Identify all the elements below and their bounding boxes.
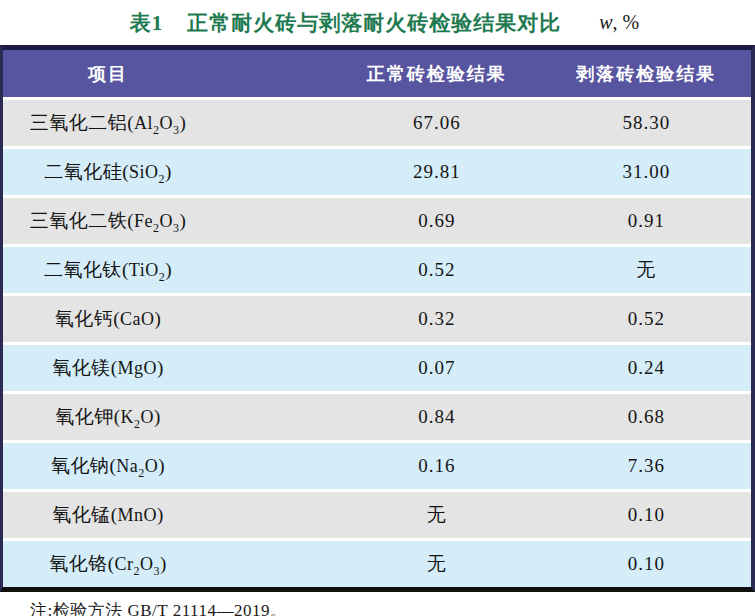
table-number: 表1 xyxy=(130,9,164,37)
component-label: 氧化镁(MgO) xyxy=(3,355,213,381)
spalled-brick-value: 7.36 xyxy=(542,440,751,489)
normal-brick-value: 29.81 xyxy=(332,146,541,195)
component-label: 氧化钙(CaO) xyxy=(3,306,213,332)
results-table-wrapper: 项目 正常砖检验结果 剥落砖检验结果 三氧化二铝(Al2O3) 67.0658.3… xyxy=(0,45,755,592)
normal-brick-value: 0.07 xyxy=(332,342,541,391)
table-title: 表1 正常耐火砖与剥落耐火砖检验结果对比 w, % xyxy=(0,0,755,45)
component-label: 二氧化硅(SiO2) xyxy=(3,159,213,185)
spalled-brick-value: 无 xyxy=(542,244,751,293)
table-row: 氧化铬(Cr2O3) 无0.10 xyxy=(3,538,751,587)
spalled-brick-value: 0.10 xyxy=(542,538,751,587)
component-label: 三氧化二铝(Al2O3) xyxy=(3,110,213,136)
component-label: 三氧化二铁(Fe2O3) xyxy=(3,208,213,234)
component-cell: 三氧化二铁(Fe2O3) xyxy=(3,195,332,244)
component-label: 氧化钠(Na2O) xyxy=(3,453,213,479)
component-cell: 氧化锰(MnO) xyxy=(3,489,332,538)
results-table: 项目 正常砖检验结果 剥落砖检验结果 三氧化二铝(Al2O3) 67.0658.3… xyxy=(3,50,751,587)
normal-brick-value: 0.52 xyxy=(332,244,541,293)
table-row: 氧化钠(Na2O) 0.167.36 xyxy=(3,440,751,489)
normal-brick-value: 67.06 xyxy=(332,97,541,146)
spalled-brick-value: 58.30 xyxy=(542,97,751,146)
normal-brick-value: 0.84 xyxy=(332,391,541,440)
table-row: 二氧化钛(TiO2) 0.52无 xyxy=(3,244,751,293)
normal-brick-value: 无 xyxy=(332,489,541,538)
component-cell: 氧化铬(Cr2O3) xyxy=(3,538,332,587)
component-cell: 三氧化二铝(Al2O3) xyxy=(3,97,332,146)
unit-symbol: w xyxy=(599,11,612,33)
spalled-brick-value: 0.24 xyxy=(542,342,751,391)
component-cell: 氧化钙(CaO) xyxy=(3,293,332,342)
component-label: 二氧化钛(TiO2) xyxy=(3,257,213,283)
component-label: 氧化钾(K2O) xyxy=(3,404,213,430)
component-cell: 氧化镁(MgO) xyxy=(3,342,332,391)
normal-brick-value: 0.32 xyxy=(332,293,541,342)
spalled-brick-value: 0.52 xyxy=(542,293,751,342)
normal-brick-value: 无 xyxy=(332,538,541,587)
component-cell: 二氧化硅(SiO2) xyxy=(3,146,332,195)
footnote: 注:检验方法 GB/T 21114—2019。 xyxy=(0,599,755,616)
table-row: 二氧化硅(SiO2) 29.8131.00 xyxy=(3,146,751,195)
col-header-spalled-brick: 剥落砖检验结果 xyxy=(542,50,751,97)
normal-brick-value: 0.69 xyxy=(332,195,541,244)
spalled-brick-value: 0.68 xyxy=(542,391,751,440)
unit-label: w, % xyxy=(599,11,639,34)
spalled-brick-value: 0.91 xyxy=(542,195,751,244)
table-row: 三氧化二铁(Fe2O3) 0.690.91 xyxy=(3,195,751,244)
table-body: 三氧化二铝(Al2O3) 67.0658.30 二氧化硅(SiO2) 29.8131.… xyxy=(3,97,751,587)
normal-brick-value: 0.16 xyxy=(332,440,541,489)
table-row: 氧化钙(CaO) 0.320.52 xyxy=(3,293,751,342)
spalled-brick-value: 31.00 xyxy=(542,146,751,195)
component-label: 氧化铬(Cr2O3) xyxy=(3,551,213,577)
component-cell: 氧化钾(K2O) xyxy=(3,391,332,440)
table-row: 三氧化二铝(Al2O3) 67.0658.30 xyxy=(3,97,751,146)
spalled-brick-value: 0.10 xyxy=(542,489,751,538)
component-cell: 二氧化钛(TiO2) xyxy=(3,244,332,293)
page: 表1 正常耐火砖与剥落耐火砖检验结果对比 w, % 项目 正常砖检验结果 剥落砖… xyxy=(0,0,755,616)
table-row: 氧化钾(K2O) 0.840.68 xyxy=(3,391,751,440)
unit-rest: , % xyxy=(613,11,640,33)
table-row: 氧化锰(MnO) 无0.10 xyxy=(3,489,751,538)
table-title-text: 正常耐火砖与剥落耐火砖检验结果对比 xyxy=(187,9,561,37)
header-row: 项目 正常砖检验结果 剥落砖检验结果 xyxy=(3,50,751,97)
col-header-item: 项目 xyxy=(3,50,332,97)
component-label: 氧化锰(MnO) xyxy=(3,502,213,528)
table-row: 氧化镁(MgO) 0.070.24 xyxy=(3,342,751,391)
component-cell: 氧化钠(Na2O) xyxy=(3,440,332,489)
col-header-normal-brick: 正常砖检验结果 xyxy=(332,50,541,97)
